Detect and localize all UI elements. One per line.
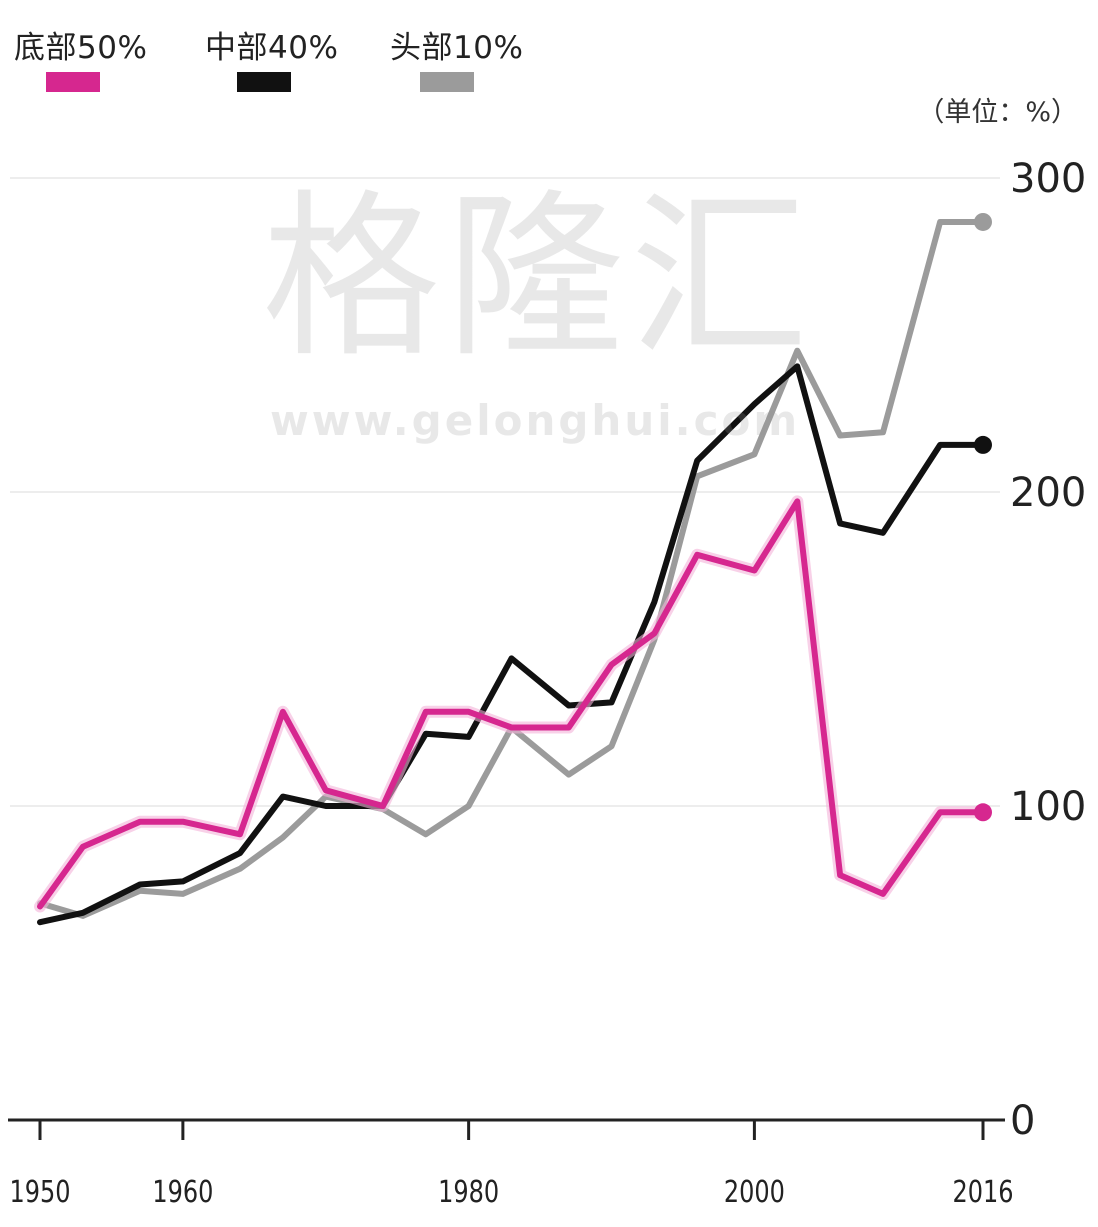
grid-layer	[10, 177, 1000, 807]
legend-label-top-10: 头部10%	[390, 30, 524, 66]
label-layer: 0 100 200 300 1950 1960 1980 2000 2016	[9, 156, 1086, 1210]
axis-layer	[8, 1118, 1005, 1140]
y-tick-label-0: 0	[1010, 1098, 1035, 1144]
legend-swatch-bottom-50	[46, 72, 100, 92]
legend-label-bottom-50: 底部50%	[14, 30, 148, 66]
y-tick-label-200: 200	[1010, 470, 1086, 516]
series-line-2	[37, 219, 986, 919]
unit-label: （单位：%）	[917, 97, 1078, 128]
series-end-marker-2	[974, 212, 992, 231]
series-line-0	[37, 498, 986, 910]
x-tick-label-1950: 1950	[9, 1175, 70, 1209]
x-tick-label-1980: 1980	[438, 1175, 499, 1209]
series-glow-0	[34, 495, 989, 913]
y-tick-label-300: 300	[1010, 156, 1086, 202]
x-tick-label-1960: 1960	[152, 1175, 213, 1209]
legend-item-middle-40: 中部40%	[205, 22, 339, 92]
legend-label-middle-40: 中部40%	[205, 30, 339, 66]
y-tick-label-100: 100	[1010, 784, 1086, 830]
legend-swatch-middle-40	[237, 72, 291, 92]
x-tick-label-2016: 2016	[952, 1175, 1013, 1209]
series-line-1	[37, 363, 986, 926]
series-end-marker-0	[974, 803, 992, 822]
series-layer	[34, 212, 992, 926]
series-end-marker-1	[974, 435, 992, 454]
legend-item-top-10: 头部10%	[390, 22, 524, 92]
x-tick-label-2000: 2000	[724, 1175, 785, 1209]
legend-swatch-top-10	[420, 72, 474, 92]
legend-item-bottom-50: 底部50%	[14, 22, 148, 92]
